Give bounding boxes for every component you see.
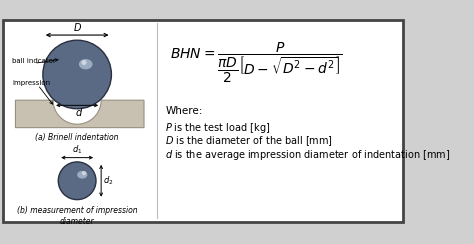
Text: (b) measurement of impression
diameter: (b) measurement of impression diameter xyxy=(17,206,137,226)
Circle shape xyxy=(82,171,86,175)
Text: $\mathit{BHN} = \dfrac{P}{\dfrac{\pi D}{2}\left[D - \sqrt{D^2 - d^2}\right]}$: $\mathit{BHN} = \dfrac{P}{\dfrac{\pi D}{… xyxy=(170,41,343,85)
Text: (a) Brinell indentation: (a) Brinell indentation xyxy=(36,133,119,142)
Circle shape xyxy=(82,60,87,65)
Ellipse shape xyxy=(79,59,92,69)
Text: $d_2$: $d_2$ xyxy=(103,174,113,187)
Circle shape xyxy=(58,162,96,200)
Text: ball indcator: ball indcator xyxy=(12,58,56,64)
Text: $d$ is the average impression diameter of indentation [mm]: $d$ is the average impression diameter o… xyxy=(165,148,451,162)
Text: D: D xyxy=(73,23,81,33)
Polygon shape xyxy=(16,100,144,128)
Text: impression: impression xyxy=(12,80,50,86)
Text: $P$ is the test load [kg]: $P$ is the test load [kg] xyxy=(165,121,271,135)
Text: $d_1$: $d_1$ xyxy=(72,143,82,156)
Text: $D$ is the diameter of the ball [mm]: $D$ is the diameter of the ball [mm] xyxy=(165,134,333,148)
Text: Where:: Where: xyxy=(165,106,203,116)
Ellipse shape xyxy=(77,171,87,179)
Text: d: d xyxy=(76,108,82,118)
FancyBboxPatch shape xyxy=(3,20,403,222)
Circle shape xyxy=(43,40,111,109)
